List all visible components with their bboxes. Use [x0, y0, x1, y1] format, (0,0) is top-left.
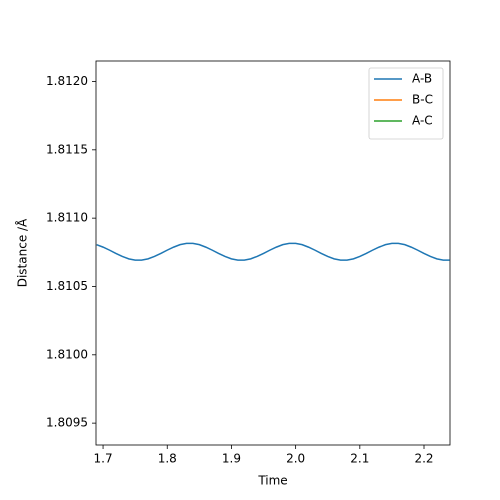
data-line	[96, 242, 450, 261]
y-tick-label: 1.8115	[46, 142, 88, 156]
x-tick-label: 2.0	[286, 452, 305, 466]
plot-frame	[95, 60, 451, 446]
y-tick-label: 1.8095	[46, 416, 88, 430]
legend-label: A-C	[412, 114, 433, 128]
x-tick-label: 1.7	[94, 452, 113, 466]
x-tick-label: 2.2	[414, 452, 433, 466]
y-tick-label: 1.8105	[46, 279, 88, 293]
x-tick-label: 2.1	[350, 452, 369, 466]
legend-label: A-B	[412, 72, 432, 86]
y-tick-label: 1.8120	[46, 74, 88, 88]
x-tick-label: 1.8	[158, 452, 177, 466]
legend-label: B-C	[412, 93, 433, 107]
y-axis-label: Distance /Å	[15, 218, 30, 287]
y-tick-label: 1.8100	[46, 347, 88, 361]
y-tick-label: 1.8110	[46, 211, 88, 225]
x-axis-label: Time	[257, 474, 287, 488]
x-tick-label: 1.9	[222, 452, 241, 466]
